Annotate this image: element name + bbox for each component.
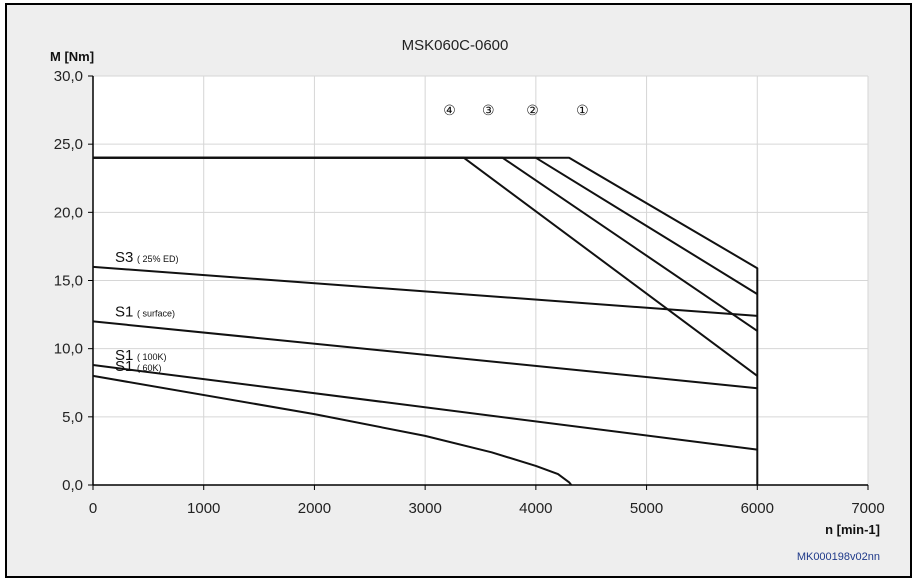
grid [93,75,869,485]
y-tick-label: 15,0 [54,273,83,290]
chart-title: MSK060C-0600 [402,37,509,54]
y-tick-label: 30,0 [54,68,83,85]
curve-label: S1 [115,347,133,364]
curve-sublabel: ( 60K) [137,363,162,373]
axes: 0 1000 2000 3000 4000 5000 6000 7000 0,0 5,0 10,0 1… [54,68,885,517]
series-group [92,156,759,486]
x-tick-label: 4000 [519,500,552,517]
figure-code: MK000198v02nn [797,551,880,563]
y-axis-label: M [Nm] [50,49,94,64]
curve-sublabel: ( surface) [137,308,175,318]
curve-marker: ② [526,102,539,118]
curve-marker: ④ [443,102,456,118]
curve-sublabel: ( 100K) [137,352,167,362]
curve-sublabel: ( 25% ED) [137,254,179,264]
x-tick-label: 7000 [851,500,884,517]
x-tick-label: 3000 [408,500,441,517]
curve-marker: ① [576,102,589,118]
series-line-4 [92,265,758,317]
x-tick-label: 5000 [630,500,663,517]
curve-marker: ③ [482,102,495,118]
y-tick-label: 25,0 [54,136,83,153]
x-axis-label: n [min-1] [825,522,880,537]
y-tick-label: 20,0 [54,204,83,221]
y-tick-label: 10,0 [54,341,83,358]
series-line-3 [93,156,758,377]
labels-group: ④ ③ ② ① S3 ( 25% ED) S1 ( surface) S1 ( 100K) S1 ( … [115,102,589,375]
curve-label: S1 [115,303,133,320]
y-tick-label: 0,0 [62,477,83,494]
y-tick-label: 5,0 [62,409,83,426]
x-tick-label: 6000 [741,500,774,517]
series-line-7 [92,374,573,486]
x-tick-label: 0 [89,500,97,517]
curve-label: S3 [115,249,133,266]
curve-label: S1 [115,358,133,375]
series-line-5 [92,320,758,390]
x-tick-label: 2000 [298,500,331,517]
series-line-6 [92,364,758,451]
x-tick-label: 1000 [187,500,220,517]
